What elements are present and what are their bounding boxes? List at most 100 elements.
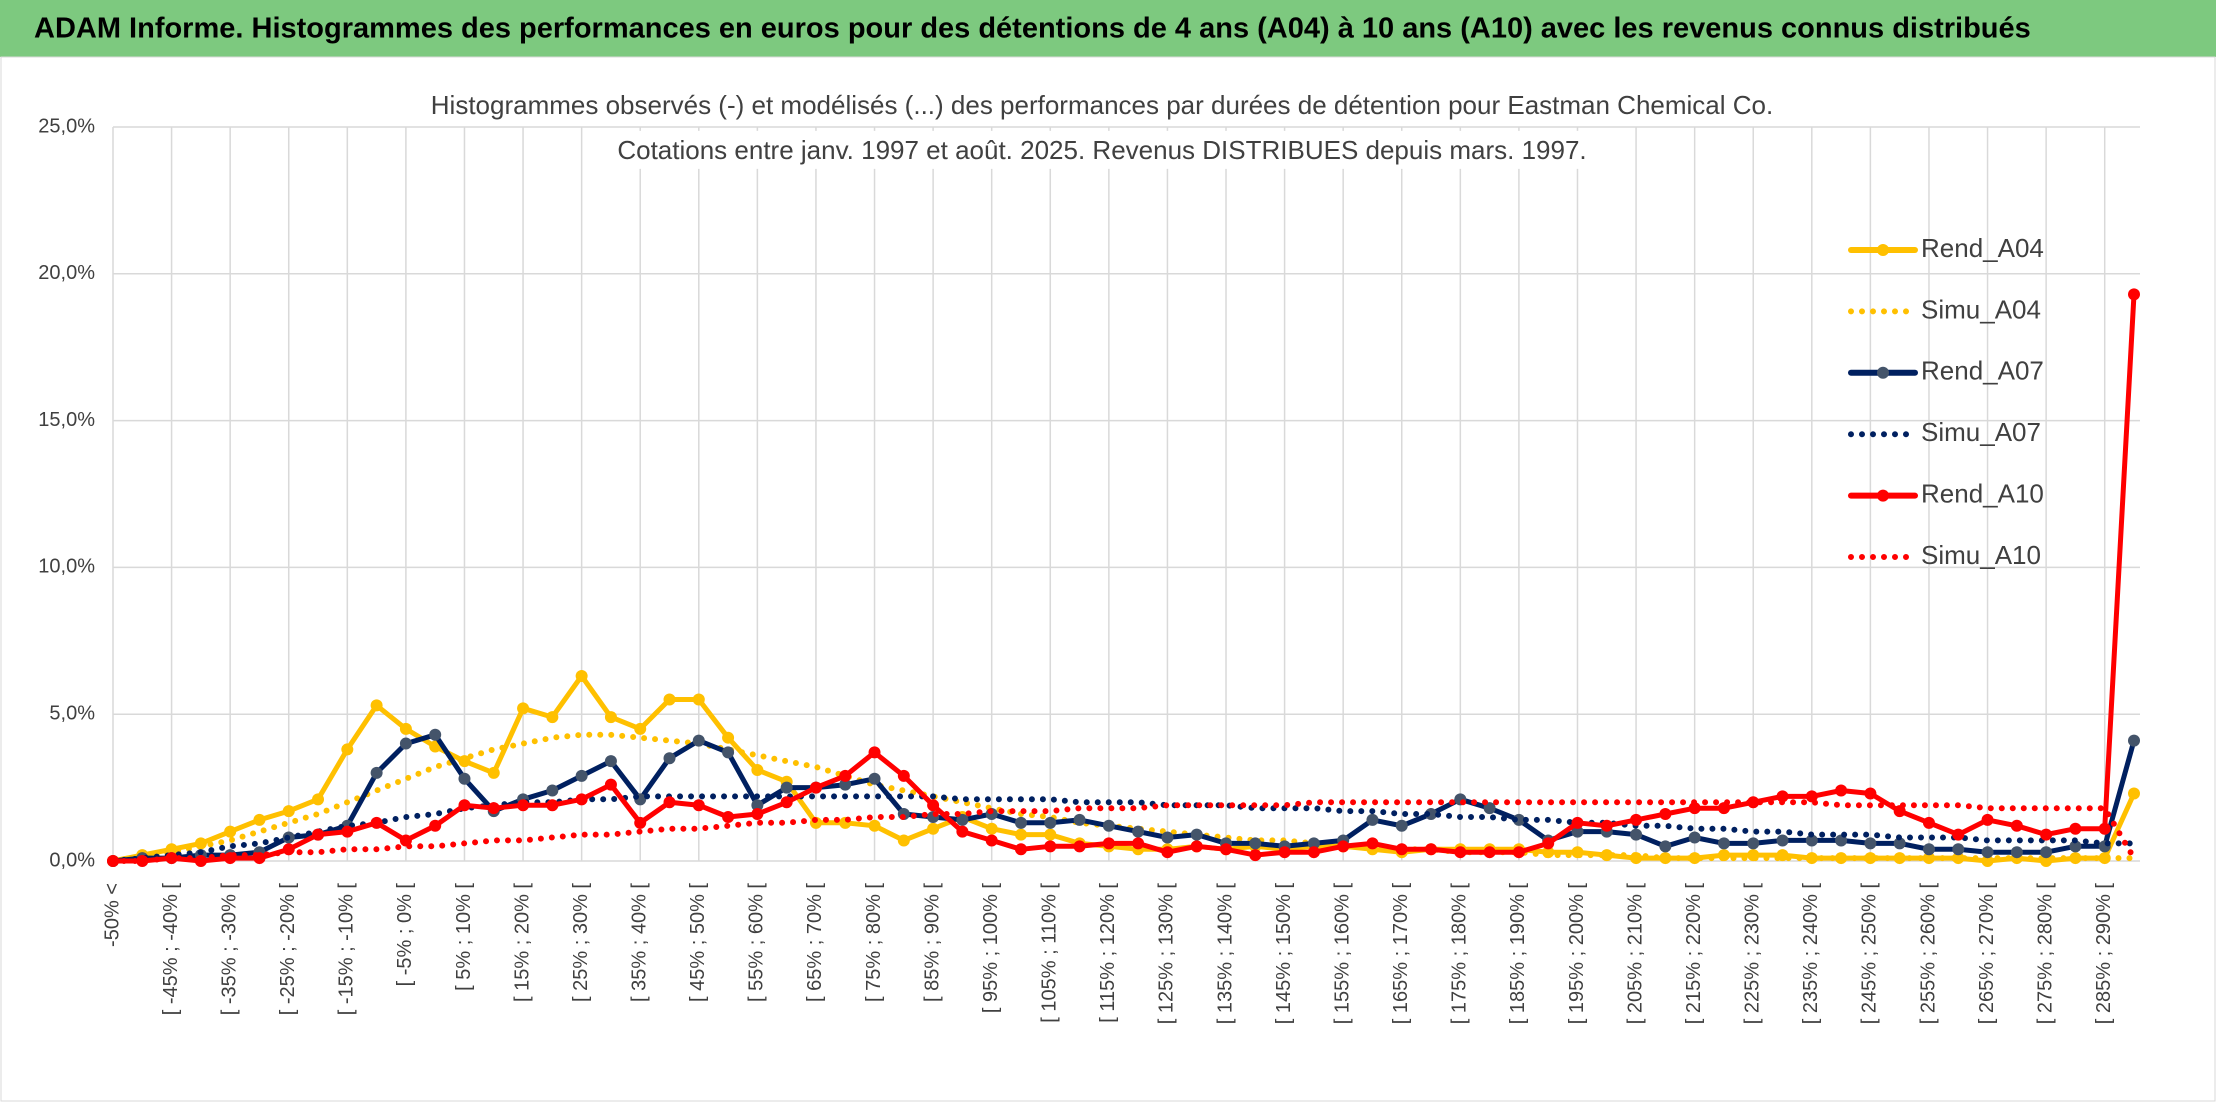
x-tick-label: [ 15% ; 20% [ bbox=[511, 883, 533, 1002]
point-marker bbox=[1952, 828, 1965, 841]
x-tick-label: [ 155% ; 160% [ bbox=[1331, 883, 1353, 1025]
x-tick-label: [ 185% ; 190% [ bbox=[1507, 883, 1529, 1025]
point-marker bbox=[1249, 837, 1262, 850]
point-marker bbox=[341, 743, 354, 756]
point-marker bbox=[927, 822, 940, 835]
point-marker bbox=[1630, 813, 1643, 826]
chart-frame bbox=[0, 56, 2216, 1102]
point-marker bbox=[2069, 822, 2082, 835]
point-marker bbox=[1864, 837, 1877, 850]
x-tick-label: -50% < bbox=[101, 883, 123, 947]
point-marker bbox=[1425, 808, 1438, 821]
legend-label: Rend_A07 bbox=[1921, 356, 2044, 386]
point-marker bbox=[1337, 840, 1350, 853]
point-marker bbox=[1073, 840, 1086, 853]
point-marker bbox=[1395, 843, 1408, 856]
x-tick-label: [ -15% ; -10% [ bbox=[336, 883, 358, 1016]
chart-title: Histogrammes observés (-) et modélisés (… bbox=[431, 90, 1773, 120]
point-marker bbox=[1864, 852, 1877, 865]
point-marker bbox=[1044, 816, 1057, 829]
x-tick-label: [ 285% ; 290% [ bbox=[2093, 883, 2115, 1025]
y-tick-label: 5,0% bbox=[49, 702, 95, 724]
x-tick-label: [ 215% ; 220% [ bbox=[1683, 883, 1705, 1025]
point-marker bbox=[1249, 849, 1262, 862]
x-tick-label: [ 255% ; 260% [ bbox=[1917, 883, 1939, 1025]
point-marker bbox=[1981, 846, 1994, 859]
legend-marker bbox=[1877, 489, 1889, 502]
point-marker bbox=[2040, 828, 2053, 841]
point-marker bbox=[1659, 840, 1672, 853]
point-marker bbox=[341, 825, 354, 838]
y-tick-label: 25,0% bbox=[38, 115, 95, 137]
point-marker bbox=[1454, 846, 1467, 859]
x-tick-label: [ 265% ; 270% [ bbox=[1976, 883, 1998, 1025]
x-tick-label: [ 55% ; 60% [ bbox=[746, 883, 768, 1002]
point-marker bbox=[722, 810, 735, 823]
point-marker bbox=[253, 813, 266, 826]
x-tick-label: [ 65% ; 70% [ bbox=[804, 883, 826, 1002]
point-marker bbox=[487, 766, 500, 779]
point-marker bbox=[312, 828, 325, 841]
legend-marker bbox=[1877, 366, 1889, 379]
point-marker bbox=[517, 702, 530, 715]
header-title: ADAM Informe. Histogrammes des performan… bbox=[34, 13, 2031, 45]
point-marker bbox=[517, 799, 530, 812]
point-marker bbox=[1483, 802, 1496, 815]
point-marker bbox=[1132, 825, 1145, 838]
point-marker bbox=[2098, 822, 2111, 835]
point-marker bbox=[1161, 846, 1174, 859]
legend-label: Rend_A04 bbox=[1921, 233, 2044, 263]
point-marker bbox=[1922, 816, 1935, 829]
point-marker bbox=[575, 793, 588, 806]
x-tick-label: [ 25% ; 30% [ bbox=[570, 883, 592, 1002]
point-marker bbox=[312, 793, 325, 806]
point-marker bbox=[1659, 808, 1672, 821]
point-marker bbox=[575, 670, 588, 683]
point-marker bbox=[1688, 831, 1701, 844]
point-marker bbox=[1307, 846, 1320, 859]
point-marker bbox=[663, 693, 676, 706]
point-marker bbox=[897, 769, 910, 782]
point-marker bbox=[1688, 802, 1701, 815]
x-tick-label: [ 205% ; 210% [ bbox=[1624, 883, 1646, 1025]
x-tick-label: [ -5% ; 0% [ bbox=[394, 883, 416, 987]
point-marker bbox=[2128, 288, 2140, 301]
point-marker bbox=[1542, 837, 1555, 850]
point-marker bbox=[1044, 828, 1057, 841]
title-backing bbox=[609, 130, 1595, 169]
point-marker bbox=[604, 755, 617, 768]
y-tick-label: 0,0% bbox=[49, 849, 95, 871]
point-marker bbox=[1014, 843, 1027, 856]
point-marker bbox=[399, 737, 412, 750]
legend-label: Simu_A10 bbox=[1921, 540, 2041, 570]
point-marker bbox=[2010, 846, 2023, 859]
point-marker bbox=[1805, 834, 1818, 847]
point-marker bbox=[282, 805, 295, 818]
point-marker bbox=[1425, 843, 1438, 856]
title-backing bbox=[422, 85, 1782, 124]
y-tick-label: 15,0% bbox=[38, 409, 95, 431]
point-marker bbox=[1805, 790, 1818, 803]
point-marker bbox=[399, 722, 412, 735]
point-marker bbox=[2128, 787, 2140, 800]
point-marker bbox=[458, 772, 471, 785]
point-marker bbox=[1190, 828, 1203, 841]
point-marker bbox=[370, 816, 383, 829]
x-tick-label: [ 145% ; 150% [ bbox=[1273, 883, 1295, 1025]
legend-label: Simu_A07 bbox=[1921, 417, 2041, 447]
point-marker bbox=[1307, 837, 1320, 850]
x-tick-label: [ 115% ; 120% [ bbox=[1097, 883, 1119, 1023]
point-marker bbox=[722, 746, 735, 759]
point-marker bbox=[722, 731, 735, 744]
point-marker bbox=[1717, 837, 1730, 850]
header-bar bbox=[0, 0, 2216, 57]
point-marker bbox=[546, 799, 559, 812]
point-marker bbox=[985, 822, 998, 835]
point-marker bbox=[1747, 796, 1760, 809]
point-marker bbox=[751, 808, 764, 821]
point-marker bbox=[751, 763, 764, 776]
point-marker bbox=[692, 799, 705, 812]
x-tick-label: [ 125% ; 130% [ bbox=[1156, 883, 1178, 1025]
point-marker bbox=[927, 799, 940, 812]
